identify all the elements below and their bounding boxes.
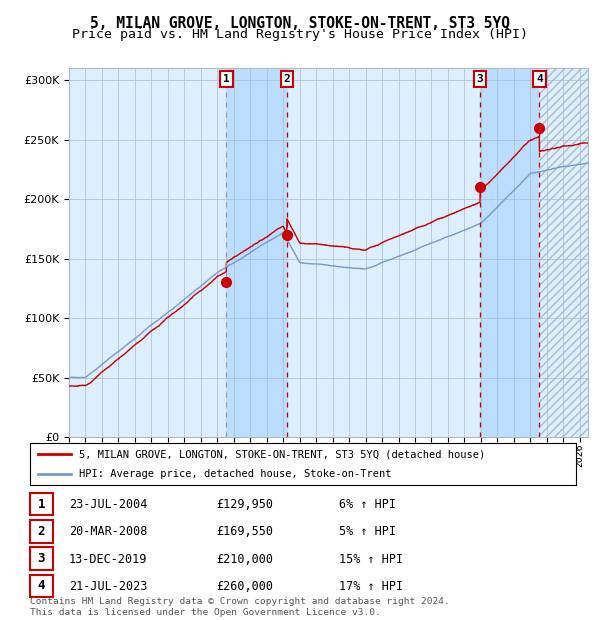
Text: 3: 3 — [38, 552, 45, 565]
Text: 1: 1 — [38, 498, 45, 510]
Text: Contains HM Land Registry data © Crown copyright and database right 2024.
This d: Contains HM Land Registry data © Crown c… — [30, 598, 450, 617]
Bar — [226, 68, 287, 437]
Bar — [539, 68, 588, 437]
Text: Price paid vs. HM Land Registry's House Price Index (HPI): Price paid vs. HM Land Registry's House … — [72, 28, 528, 41]
Bar — [480, 68, 539, 437]
Text: £210,000: £210,000 — [216, 553, 273, 565]
Text: 4: 4 — [536, 74, 543, 84]
Text: 21-JUL-2023: 21-JUL-2023 — [69, 580, 148, 593]
Text: 13-DEC-2019: 13-DEC-2019 — [69, 553, 148, 565]
Text: 2: 2 — [38, 525, 45, 538]
Text: 5% ↑ HPI: 5% ↑ HPI — [339, 526, 396, 538]
Text: £169,550: £169,550 — [216, 526, 273, 538]
Text: 15% ↑ HPI: 15% ↑ HPI — [339, 553, 403, 565]
Text: 20-MAR-2008: 20-MAR-2008 — [69, 526, 148, 538]
Text: 23-JUL-2004: 23-JUL-2004 — [69, 498, 148, 511]
Text: HPI: Average price, detached house, Stoke-on-Trent: HPI: Average price, detached house, Stok… — [79, 469, 392, 479]
Text: £129,950: £129,950 — [216, 498, 273, 511]
Text: 17% ↑ HPI: 17% ↑ HPI — [339, 580, 403, 593]
Text: 1: 1 — [223, 74, 230, 84]
Text: £260,000: £260,000 — [216, 580, 273, 593]
Text: 5, MILAN GROVE, LONGTON, STOKE-ON-TRENT, ST3 5YQ (detached house): 5, MILAN GROVE, LONGTON, STOKE-ON-TRENT,… — [79, 449, 485, 459]
Text: 2: 2 — [283, 74, 290, 84]
Text: 4: 4 — [38, 580, 45, 592]
Text: 6% ↑ HPI: 6% ↑ HPI — [339, 498, 396, 511]
Text: 3: 3 — [477, 74, 484, 84]
Text: 5, MILAN GROVE, LONGTON, STOKE-ON-TRENT, ST3 5YQ: 5, MILAN GROVE, LONGTON, STOKE-ON-TRENT,… — [90, 16, 510, 30]
